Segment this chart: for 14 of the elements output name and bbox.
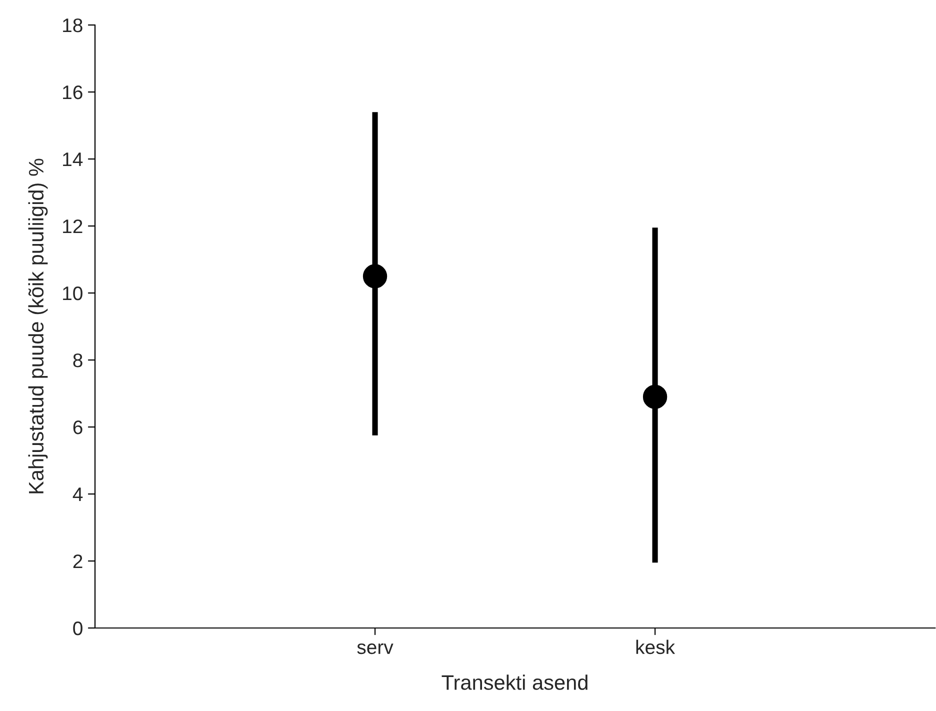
y-tick-label: 12: [63, 219, 82, 234]
y-tick-label: 18: [63, 18, 82, 32]
y-tick-label: 4: [72, 488, 83, 502]
y-tick-label: 6: [73, 420, 82, 434]
y-tick-label: 8: [73, 353, 82, 368]
y-tick-label: 14: [63, 152, 83, 166]
x-axis-title: Transekti asend: [442, 674, 588, 690]
y-axis-title: Kahjustatud puude (kõik puuliigid) %: [28, 158, 48, 494]
y-tick-label: 10: [63, 286, 82, 300]
y-tick-label: 16: [63, 85, 82, 100]
y-tick-label: 2: [73, 554, 82, 568]
y-tick-label: 0: [73, 621, 82, 636]
x-tick-label: serv: [357, 643, 394, 654]
x-tick-label: kesk: [636, 640, 676, 654]
